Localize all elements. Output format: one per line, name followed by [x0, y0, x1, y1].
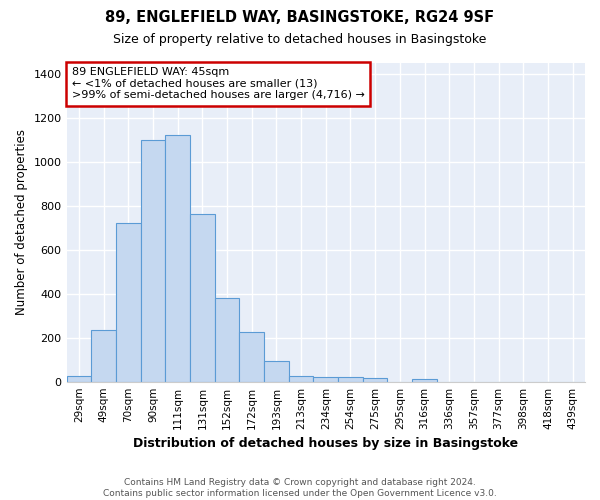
Bar [338, 376, 363, 382]
Bar [215, 298, 239, 382]
Bar [116, 223, 140, 382]
Text: 89, ENGLEFIELD WAY, BASINGSTOKE, RG24 9SF: 89, ENGLEFIELD WAY, BASINGSTOKE, RG24 9S… [106, 10, 494, 25]
Bar [264, 361, 289, 382]
Bar [289, 376, 313, 382]
Text: 89 ENGLEFIELD WAY: 45sqm
← <1% of detached houses are smaller (13)
>99% of semi-: 89 ENGLEFIELD WAY: 45sqm ← <1% of detach… [72, 68, 365, 100]
Bar [67, 376, 91, 382]
Bar [239, 332, 264, 382]
X-axis label: Distribution of detached houses by size in Basingstoke: Distribution of detached houses by size … [133, 437, 518, 450]
Text: Contains HM Land Registry data © Crown copyright and database right 2024.
Contai: Contains HM Land Registry data © Crown c… [103, 478, 497, 498]
Bar [140, 140, 165, 382]
Bar [165, 135, 190, 382]
Bar [412, 379, 437, 382]
Text: Size of property relative to detached houses in Basingstoke: Size of property relative to detached ho… [113, 32, 487, 46]
Bar [91, 330, 116, 382]
Bar [313, 377, 338, 382]
Bar [190, 214, 215, 382]
Bar [363, 378, 388, 382]
Y-axis label: Number of detached properties: Number of detached properties [15, 129, 28, 315]
